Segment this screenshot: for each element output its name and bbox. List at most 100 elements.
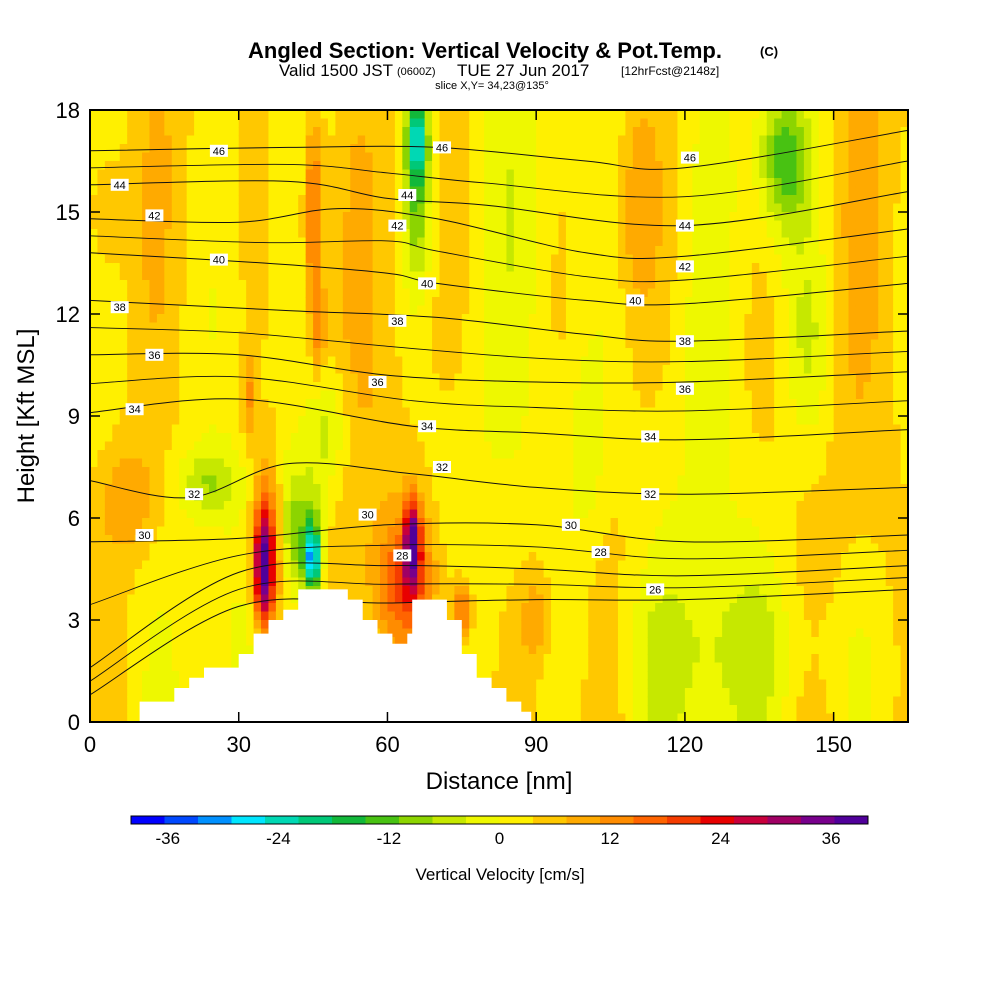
velocity-cell [246,416,255,426]
velocity-cell [409,144,418,154]
velocity-cell [551,110,560,120]
velocity-cell [513,135,522,145]
velocity-cell [164,212,173,222]
velocity-cell [506,348,515,358]
velocity-cell [454,263,463,273]
velocity-cell [506,518,515,528]
velocity-cell [521,314,530,324]
velocity-cell [432,535,441,545]
velocity-cell [90,399,99,409]
velocity-cell [298,288,307,298]
velocity-cell [446,152,455,162]
velocity-cell [565,475,574,485]
velocity-cell [528,220,537,230]
velocity-cell [246,526,255,536]
velocity-cell [439,212,448,222]
velocity-cell [417,314,426,324]
velocity-cell [261,280,270,290]
velocity-cell [142,458,151,468]
velocity-cell [97,373,106,383]
velocity-cell [164,280,173,290]
velocity-cell [112,135,121,145]
velocity-cell [595,467,604,477]
velocity-cell [365,305,374,315]
velocity-cell [506,543,515,553]
velocity-cell [194,467,203,477]
velocity-cell [186,263,195,273]
velocity-cell [402,577,411,587]
velocity-cell [543,441,552,451]
velocity-cell [543,501,552,511]
velocity-cell [149,467,158,477]
velocity-cell [90,679,99,689]
velocity-cell [521,603,530,613]
velocity-cell [417,254,426,264]
velocity-cell [394,518,403,528]
velocity-cell [521,543,530,553]
velocity-cell [290,399,299,409]
velocity-cell [223,654,232,664]
velocity-cell [603,297,612,307]
velocity-cell [380,127,389,137]
velocity-cell [491,144,500,154]
velocity-cell [290,492,299,502]
velocity-cell [558,288,567,298]
velocity-cell [551,195,560,205]
velocity-cell [238,645,247,655]
velocity-cell [357,297,366,307]
velocity-cell [171,127,180,137]
velocity-cell [127,297,136,307]
velocity-cell [275,127,284,137]
velocity-cell [603,127,612,137]
velocity-cell [417,322,426,332]
velocity-cell [179,297,188,307]
velocity-cell [261,237,270,247]
velocity-cell [506,127,515,137]
velocity-cell [461,416,470,426]
velocity-cell [409,390,418,400]
velocity-cell [127,518,136,528]
velocity-cell [432,492,441,502]
velocity-cell [439,373,448,383]
velocity-cell [90,220,99,230]
velocity-cell [246,356,255,366]
velocity-cell [528,535,537,545]
velocity-cell [506,178,515,188]
velocity-cell [565,696,574,706]
velocity-cell [246,339,255,349]
velocity-cell [528,484,537,494]
velocity-cell [186,365,195,375]
velocity-cell [149,297,158,307]
velocity-cell [506,161,515,171]
velocity-cell [506,212,515,222]
velocity-cell [119,331,128,341]
velocity-cell [573,135,582,145]
velocity-cell [476,467,485,477]
velocity-cell [335,356,344,366]
velocity-cell [357,280,366,290]
velocity-cell [327,552,336,562]
velocity-cell [342,441,351,451]
velocity-cell [588,280,597,290]
velocity-cell [573,458,582,468]
velocity-cell [119,339,128,349]
velocity-cell [484,560,493,570]
velocity-cell [164,339,173,349]
velocity-cell [305,254,314,264]
velocity-cell [365,271,374,281]
velocity-cell [97,144,106,154]
velocity-cell [313,492,322,502]
velocity-cell [551,229,560,239]
velocity-cell [454,186,463,196]
velocity-cell [372,135,381,145]
velocity-cell [149,424,158,434]
velocity-cell [432,305,441,315]
velocity-cell [90,280,99,290]
velocity-cell [164,127,173,137]
velocity-cell [186,390,195,400]
velocity-cell [528,263,537,273]
velocity-cell [372,152,381,162]
velocity-cell [171,305,180,315]
velocity-cell [536,237,545,247]
velocity-cell [543,144,552,154]
